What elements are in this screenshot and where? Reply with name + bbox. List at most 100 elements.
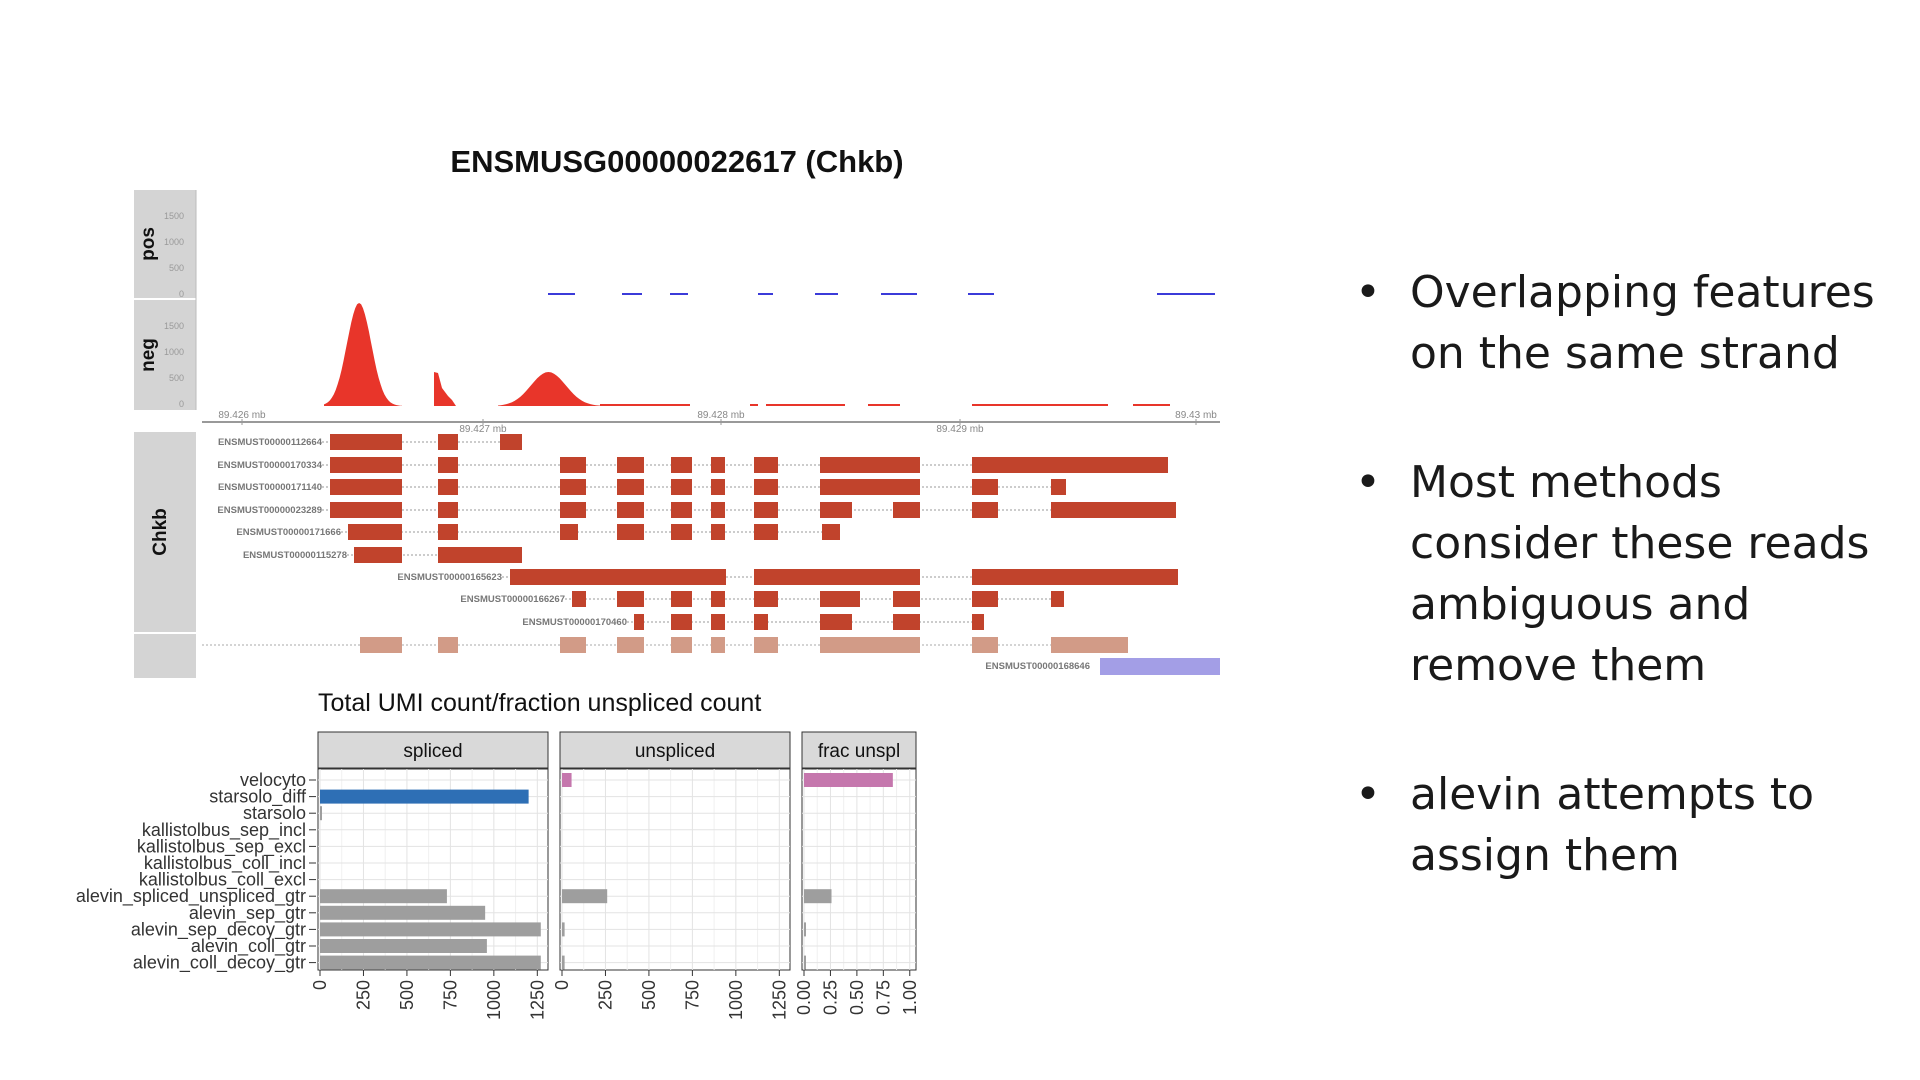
exon-block	[634, 614, 644, 630]
exon-block	[820, 457, 920, 473]
exon-block	[438, 547, 522, 563]
collapsed-exon-block	[560, 637, 586, 653]
bullet-text: alevin attempts to assign them	[1410, 769, 1815, 881]
facet-strip	[801, 731, 917, 769]
x-tick-label: 1.00	[900, 980, 920, 1015]
facet-label: frac unspl	[818, 741, 900, 762]
exon-block	[822, 524, 840, 540]
exon-block	[438, 434, 458, 450]
collapsed-exon-block	[711, 637, 725, 653]
bullet-text: Overlapping features on the same strand	[1410, 267, 1875, 379]
exon-block	[893, 502, 920, 518]
exon-block	[617, 457, 644, 473]
exon-block	[711, 524, 725, 540]
exon-block	[500, 434, 522, 450]
bar-alevin_coll_gtr	[320, 939, 487, 953]
bar-alevin_sep_decoy_gtr	[320, 922, 541, 937]
x-tick-label: 750	[440, 980, 460, 1010]
category-label: kallistolbus_coll_excl	[139, 870, 306, 891]
other-gene-block	[1100, 658, 1220, 675]
exon-block	[560, 479, 586, 495]
bar-starsolo_diff	[320, 789, 529, 804]
exon-block	[560, 457, 586, 473]
neg-coverage-peak	[324, 303, 402, 406]
transcript-label: ENSMUST00000165623	[397, 572, 502, 583]
exon-block	[671, 614, 692, 630]
collapsed-exon-block	[820, 637, 920, 653]
x-tick-label: 500	[639, 980, 659, 1010]
bar-alevin_sep_decoy_gtr	[562, 922, 565, 937]
genome-axis-tick-label: 89.427 mb	[459, 424, 507, 435]
bullet-marker: •	[1355, 457, 1381, 508]
bullet-list: • Overlapping features on the same stran…	[1355, 262, 1895, 954]
transcript-label: ENSMUST00000112664	[218, 437, 323, 448]
genome-axis-tick-label: 89.426 mb	[218, 410, 266, 421]
category-label: kallistolbus_sep_excl	[137, 836, 306, 857]
x-tick-label: 0.00	[794, 980, 814, 1015]
exon-block	[972, 457, 1168, 473]
exon-block	[354, 547, 402, 563]
exon-block	[617, 502, 644, 518]
track-label-panel	[134, 190, 196, 298]
neg-coverage-peak	[498, 372, 610, 406]
exon-block	[330, 434, 402, 450]
x-tick-label: 1250	[769, 980, 789, 1020]
category-label: alevin_coll_gtr	[191, 936, 306, 957]
exon-block	[1051, 479, 1066, 495]
facet-label: spliced	[403, 741, 462, 762]
collapsed-exon-block	[671, 637, 692, 653]
collapsed-exon-block	[438, 637, 458, 653]
exon-block	[330, 457, 402, 473]
exon-block	[754, 457, 778, 473]
collapsed-exon-block	[754, 637, 778, 653]
exon-block	[893, 614, 920, 630]
bar-alevin_coll_decoy_gtr	[320, 955, 541, 970]
bar-alevin_coll_decoy_gtr	[804, 955, 806, 970]
exon-block	[560, 502, 586, 518]
bar-alevin_spliced_unspliced_gtr	[562, 889, 608, 904]
collapsed-exon-block	[360, 637, 402, 653]
exon-block	[972, 502, 998, 518]
category-label: alevin_coll_decoy_gtr	[133, 953, 306, 974]
transcript-label: ENSMUST00000171140	[218, 482, 322, 493]
category-label: velocyto	[240, 770, 306, 790]
category-label: alevin_sep_gtr	[189, 903, 306, 924]
x-tick-label: 250	[595, 980, 615, 1010]
facet-panel	[801, 768, 917, 971]
exon-block	[820, 502, 852, 518]
genome-browser-plot: ENSMUSG00000022617 (Chkb) pos 1500 1000 500 0…	[134, 144, 1220, 678]
category-label: alevin_spliced_unspliced_gtr	[76, 886, 306, 907]
exon-block	[617, 524, 644, 540]
exon-block	[438, 524, 458, 540]
x-tick-label: 1000	[484, 980, 504, 1020]
exon-block	[820, 614, 852, 630]
exon-block	[754, 524, 778, 540]
x-tick-label: 500	[397, 980, 417, 1010]
coverage-tick-label: 1000	[164, 347, 184, 357]
neg-coverage-peak	[434, 372, 456, 406]
bar-alevin_sep_decoy_gtr	[804, 922, 806, 937]
exon-block	[1051, 502, 1176, 518]
exon-block	[754, 569, 920, 585]
exon-block	[671, 591, 692, 607]
x-tick-label: 250	[353, 980, 373, 1010]
facet-strip	[559, 731, 791, 769]
collapsed-exon-block	[617, 637, 644, 653]
exon-block	[671, 502, 692, 518]
exon-block	[560, 524, 578, 540]
exon-block	[893, 591, 920, 607]
x-tick-label: 0	[552, 980, 572, 990]
exon-block	[972, 569, 1178, 585]
bar-velocyto	[562, 773, 572, 787]
bar-starsolo	[320, 806, 322, 821]
track-label-pos: pos	[138, 227, 159, 261]
exon-block	[438, 502, 458, 518]
transcript-label: ENSMUST00000166267	[460, 594, 565, 605]
x-tick-label: 0.50	[847, 980, 867, 1015]
transcript-label: ENSMUST00000170460	[522, 617, 627, 628]
exon-block	[754, 591, 778, 607]
x-tick-label: 0	[310, 980, 330, 990]
x-tick-label: 1000	[726, 980, 746, 1020]
bar-alevin_spliced_unspliced_gtr	[320, 889, 447, 904]
